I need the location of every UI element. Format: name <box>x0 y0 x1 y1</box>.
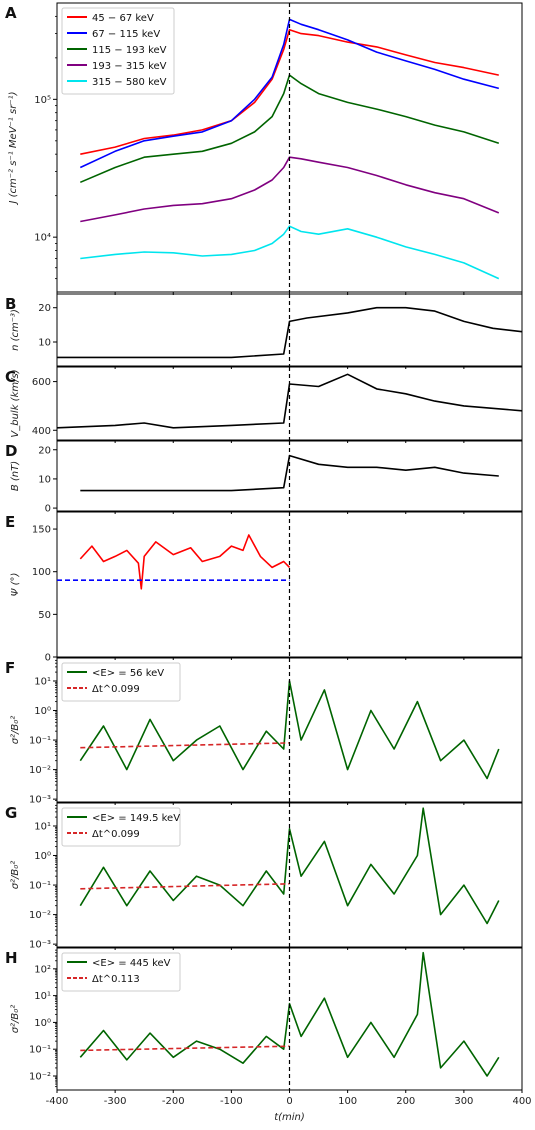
x-tick-label: -200 <box>162 1096 185 1107</box>
y-tick-label: 10⁻¹ <box>29 1045 51 1056</box>
y-axis-label: σ²/B₀² <box>10 861 21 890</box>
series-line-g-1 <box>80 883 290 890</box>
y-tick-label: 10¹ <box>34 676 51 687</box>
y-tick-label: 50 <box>38 610 51 621</box>
legend-box <box>61 952 181 992</box>
y-tick-label: 100 <box>32 567 51 578</box>
y-axis-label: σ²/B₀² <box>10 716 21 745</box>
series-line-a-1 <box>79 18 500 169</box>
series-line-e-0 <box>79 534 291 590</box>
y-tick-label: 20 <box>38 445 51 456</box>
y-tick-label: 10¹ <box>34 821 51 832</box>
y-tick-label: 10⁻¹ <box>29 736 51 747</box>
legend-entry: <E> = 149.5 keV <box>92 813 180 824</box>
panel-letter: C <box>5 368 16 386</box>
series-line-a-4 <box>80 225 500 280</box>
series-line-a-2 <box>79 74 500 184</box>
y-tick-label: 150 <box>32 525 51 536</box>
y-tick-label: 10 <box>38 474 51 485</box>
x-tick-label: 0 <box>286 1096 292 1107</box>
series-line-a-3 <box>80 156 500 223</box>
legend-entry: 193 − 315 keV <box>92 61 167 72</box>
legend-entry: Δt^0.113 <box>92 974 140 985</box>
legend-entry: <E> = 445 keV <box>92 958 171 969</box>
legend-box <box>61 7 175 95</box>
y-axis-label: B (nT) <box>10 461 21 491</box>
legend: <E> = 149.5 keV Δt^0.099 <box>61 807 181 847</box>
y-tick-label: 10⁵ <box>34 95 51 106</box>
y-axis-label: σ²/B₀² <box>10 1005 21 1034</box>
y-tick-label: 10⁴ <box>34 233 51 244</box>
legend-entry: Δt^0.099 <box>92 829 140 840</box>
y-tick-label: 10 <box>38 338 51 349</box>
series-line-f-1 <box>80 742 290 749</box>
series-line-g-0 <box>79 807 500 925</box>
y-tick-label: 10⁻³ <box>29 795 51 806</box>
x-tick-label: -100 <box>220 1096 243 1107</box>
y-tick-label: 0 <box>45 504 51 515</box>
legend: <E> = 445 keV Δt^0.113 <box>61 952 181 992</box>
panel-letter: H <box>5 949 18 967</box>
panel-a: 10⁴ 10⁵ J (cm⁻² s⁻¹ MeV⁻¹ sr⁻¹) A 45 − 67 ke… <box>5 2 523 295</box>
panel-letter: E <box>5 513 15 531</box>
y-tick-label: 10⁰ <box>34 706 51 717</box>
legend-entry: Δt^0.099 <box>92 684 140 695</box>
x-tick-label: 200 <box>396 1096 415 1107</box>
legend-entry: 115 − 193 keV <box>92 45 167 56</box>
series-line-c-0 <box>57 373 522 429</box>
y-tick-label: 10⁻² <box>29 910 51 921</box>
panel-e: 0 50 100 150 Ψ (°) E <box>5 511 523 664</box>
series-line-a-0 <box>80 28 499 155</box>
panel-letter: F <box>5 659 15 677</box>
y-axis-label: n (cm⁻³) <box>10 309 21 351</box>
x-tick-label: -400 <box>46 1096 69 1107</box>
x-tick-label: 100 <box>338 1096 357 1107</box>
x-axis-label: t(min) <box>274 1112 305 1123</box>
legend-entry: 45 − 67 keV <box>92 13 154 24</box>
series-line-d-0 <box>80 454 499 492</box>
panel-letter: D <box>5 442 17 460</box>
y-tick-label: 20 <box>38 303 51 314</box>
series-line-h-0 <box>79 951 500 1077</box>
panel-letter: B <box>5 295 16 313</box>
y-tick-label: 0 <box>45 653 51 664</box>
y-tick-label: 600 <box>32 377 51 388</box>
legend-entry: 67 − 115 keV <box>92 29 160 40</box>
x-tick-label: -300 <box>104 1096 127 1107</box>
y-tick-label: 10² <box>34 964 51 975</box>
y-tick-label: 10⁰ <box>34 851 51 862</box>
panel-f: 10⁻³ 10⁻² 10⁻¹ 10⁰ 10¹ σ²/B₀² F <E> = 56 keV Δt^… <box>5 657 523 806</box>
y-tick-label: 10⁻² <box>29 765 51 776</box>
series-line-b-0 <box>57 306 522 359</box>
legend-entry: 315 − 580 keV <box>92 77 167 88</box>
y-axis-label: V_bulk (km/s) <box>10 369 21 437</box>
panel-d: 0 10 20 B (nT)D <box>5 440 523 515</box>
legend: <E> = 56 keV Δt^0.099 <box>61 662 181 702</box>
panel-c: 400 600 V_bulk (km/s)C <box>5 366 523 443</box>
panel-letter: A <box>5 4 17 22</box>
legend-box <box>61 807 181 847</box>
x-tick-label: 300 <box>454 1096 473 1107</box>
legend-entry: <E> = 56 keV <box>92 668 164 679</box>
panel-letter: G <box>5 804 17 822</box>
y-tick-label: 10⁻² <box>29 1071 51 1082</box>
panel-g: 10⁻³ 10⁻² 10⁻¹ 10⁰ 10¹ σ²/B₀² G <E> = 149.5 keV… <box>5 802 523 951</box>
legend: 45 − 67 keV 67 − 115 keV 115 − 193 keV 193 … <box>61 7 175 95</box>
legend-box <box>61 662 181 702</box>
y-axis-label: J (cm⁻² s⁻¹ MeV⁻¹ sr⁻¹) <box>8 91 19 205</box>
y-axis-label: Ψ (°) <box>10 573 21 597</box>
y-tick-label: 10⁻¹ <box>29 881 51 892</box>
y-tick-label: 400 <box>32 426 51 437</box>
panel-h: 10⁻² 10⁻¹ 10⁰ 10¹ 10² -400 -300 -200 -100 0 100 200… <box>5 947 532 1107</box>
x-tick-label: 400 <box>512 1096 531 1107</box>
series-line-h-1 <box>80 1045 290 1052</box>
y-tick-label: 10⁰ <box>34 1018 51 1029</box>
y-tick-label: 10⁻³ <box>29 940 51 951</box>
panel-b: 10 20 n (cm⁻³)B <box>5 293 523 369</box>
y-tick-label: 10¹ <box>34 991 51 1002</box>
